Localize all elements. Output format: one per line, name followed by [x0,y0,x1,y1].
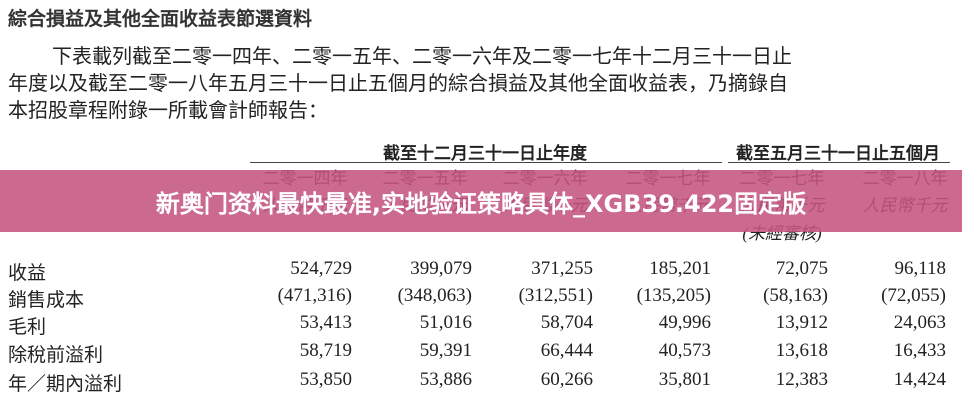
row-label: 毛利 [8,317,47,338]
group-header: 截至五月三十一日止五個月 [736,144,940,163]
cell-value: 371,255 [531,258,593,279]
cell-value: 49,996 [658,312,711,333]
cell-value: 185,201 [649,258,711,279]
cell-value: 51,016 [419,312,472,333]
paragraph-line: 年度以及截至二零一八年五月三十一日止五個月的綜合損益及其他全面收益表，乃摘錄自 [8,73,788,95]
row-label: 除稅前溢利 [8,345,104,366]
cell-value: (58,163) [763,285,828,306]
row-label: 年／期內溢利 [8,374,123,395]
cell-value: 72,075 [775,258,828,279]
row-label: 收益 [8,263,47,284]
cell-value: 399,079 [410,258,472,279]
cell-value: 14,424 [893,369,946,390]
cell-value: 24,063 [893,312,946,333]
banner: 新奥门资料最快最准,实地验证策略具体_XGB39.422固定版 [0,170,962,232]
cell-value: 13,912 [775,312,828,333]
cell-value: 96,118 [894,258,946,279]
cell-value: 524,729 [290,258,352,279]
cell-value: 53,850 [299,369,352,390]
cell-value: 59,391 [419,340,472,361]
row-label: 銷售成本 [8,290,85,311]
cell-value: 35,801 [658,369,711,390]
cell-value: 12,383 [775,369,828,390]
paragraph-line: 下表載列截至二零一四年、二零一五年、二零一六年及二零一七年十二月三十一日止 [52,46,792,68]
cell-value: (348,063) [397,285,472,306]
cell-value: (471,316) [277,285,352,306]
cell-value: 66,444 [540,340,593,361]
header-rule [250,162,722,163]
cell-value: 40,573 [658,340,711,361]
cell-value: 53,886 [419,369,472,390]
cell-value: 53,413 [299,312,352,333]
cell-value: (72,055) [881,285,946,306]
paragraph-line: 本招股章程附錄一所載會計師報告： [8,100,328,122]
group-header: 截至十二月三十一日止年度 [383,144,587,163]
cell-value: 16,433 [893,340,946,361]
cell-value: 58,704 [540,312,593,333]
title: 綜合損益及其他全面收益表節選資料 [8,9,313,30]
cell-value: (312,551) [518,285,593,306]
cell-value: 58,719 [299,340,352,361]
header-rule [728,162,950,163]
cell-value: 60,266 [540,369,593,390]
cell-value: (135,205) [636,285,711,306]
cell-value: 13,618 [775,340,828,361]
banner-text: 新奥门资料最快最准,实地验证策略具体_XGB39.422固定版 [155,189,807,218]
